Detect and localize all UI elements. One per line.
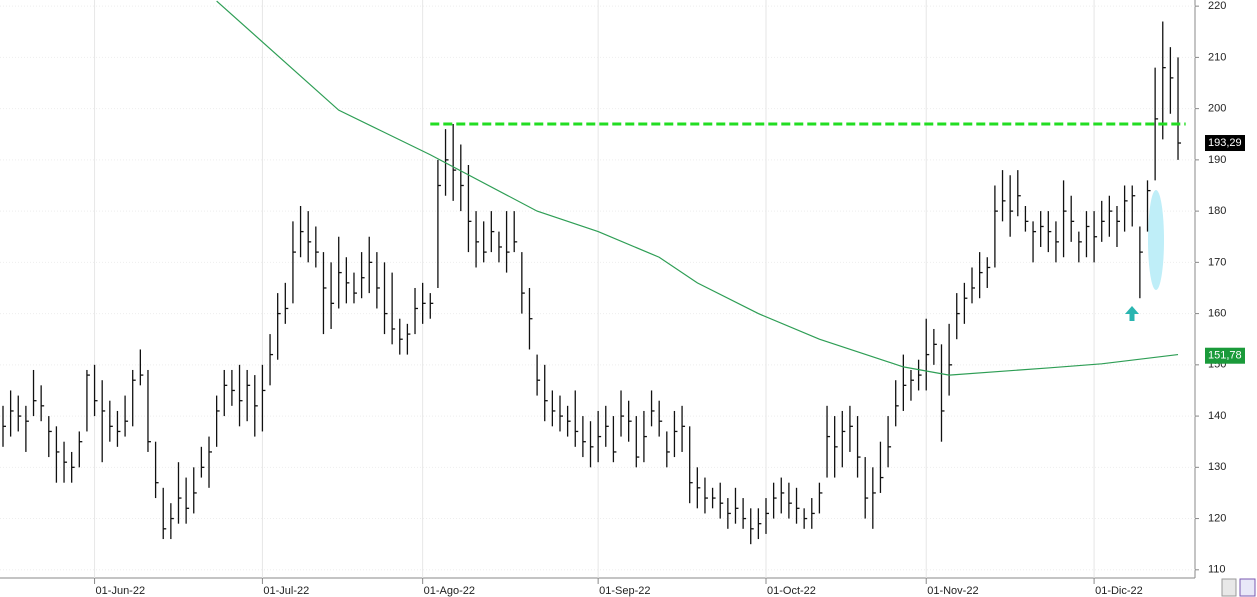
y-tick-label: 120 [1208,512,1226,524]
last-price-label: 193,29 [1208,137,1242,149]
toolbar-button[interactable] [1239,578,1256,597]
ma-last-label: 151,78 [1208,350,1242,362]
y-tick-label: 190 [1208,154,1226,166]
x-tick-label: 01-Jul-22 [263,585,309,597]
y-tick-label: 200 [1208,103,1226,115]
moving-average [216,0,1179,376]
y-tick-label: 110 [1208,564,1226,576]
highlight-ellipse [1148,190,1164,290]
y-tick-label: 210 [1208,51,1226,63]
y-tick-label: 140 [1208,410,1226,422]
y-tick-label: 220 [1208,0,1226,12]
x-tick-label: 01-Oct-22 [767,585,816,597]
last-price-box [1205,135,1245,152]
toolbar-button[interactable] [1221,578,1237,597]
x-tick-label: 01-Jun-22 [96,585,146,597]
x-tick-label: 01-Nov-22 [927,585,978,597]
x-tick-label: 01-Sep-22 [599,585,650,597]
y-tick-label: 180 [1208,205,1226,217]
ma-last-box [1205,347,1245,364]
arrow-icon [1125,306,1139,321]
x-tick-label: 01-Ago-22 [424,585,475,597]
y-tick-label: 130 [1208,461,1226,473]
y-tick-label: 160 [1208,308,1226,320]
x-tick-label: 01-Dic-22 [1095,585,1143,597]
y-tick-label: 170 [1208,256,1226,268]
